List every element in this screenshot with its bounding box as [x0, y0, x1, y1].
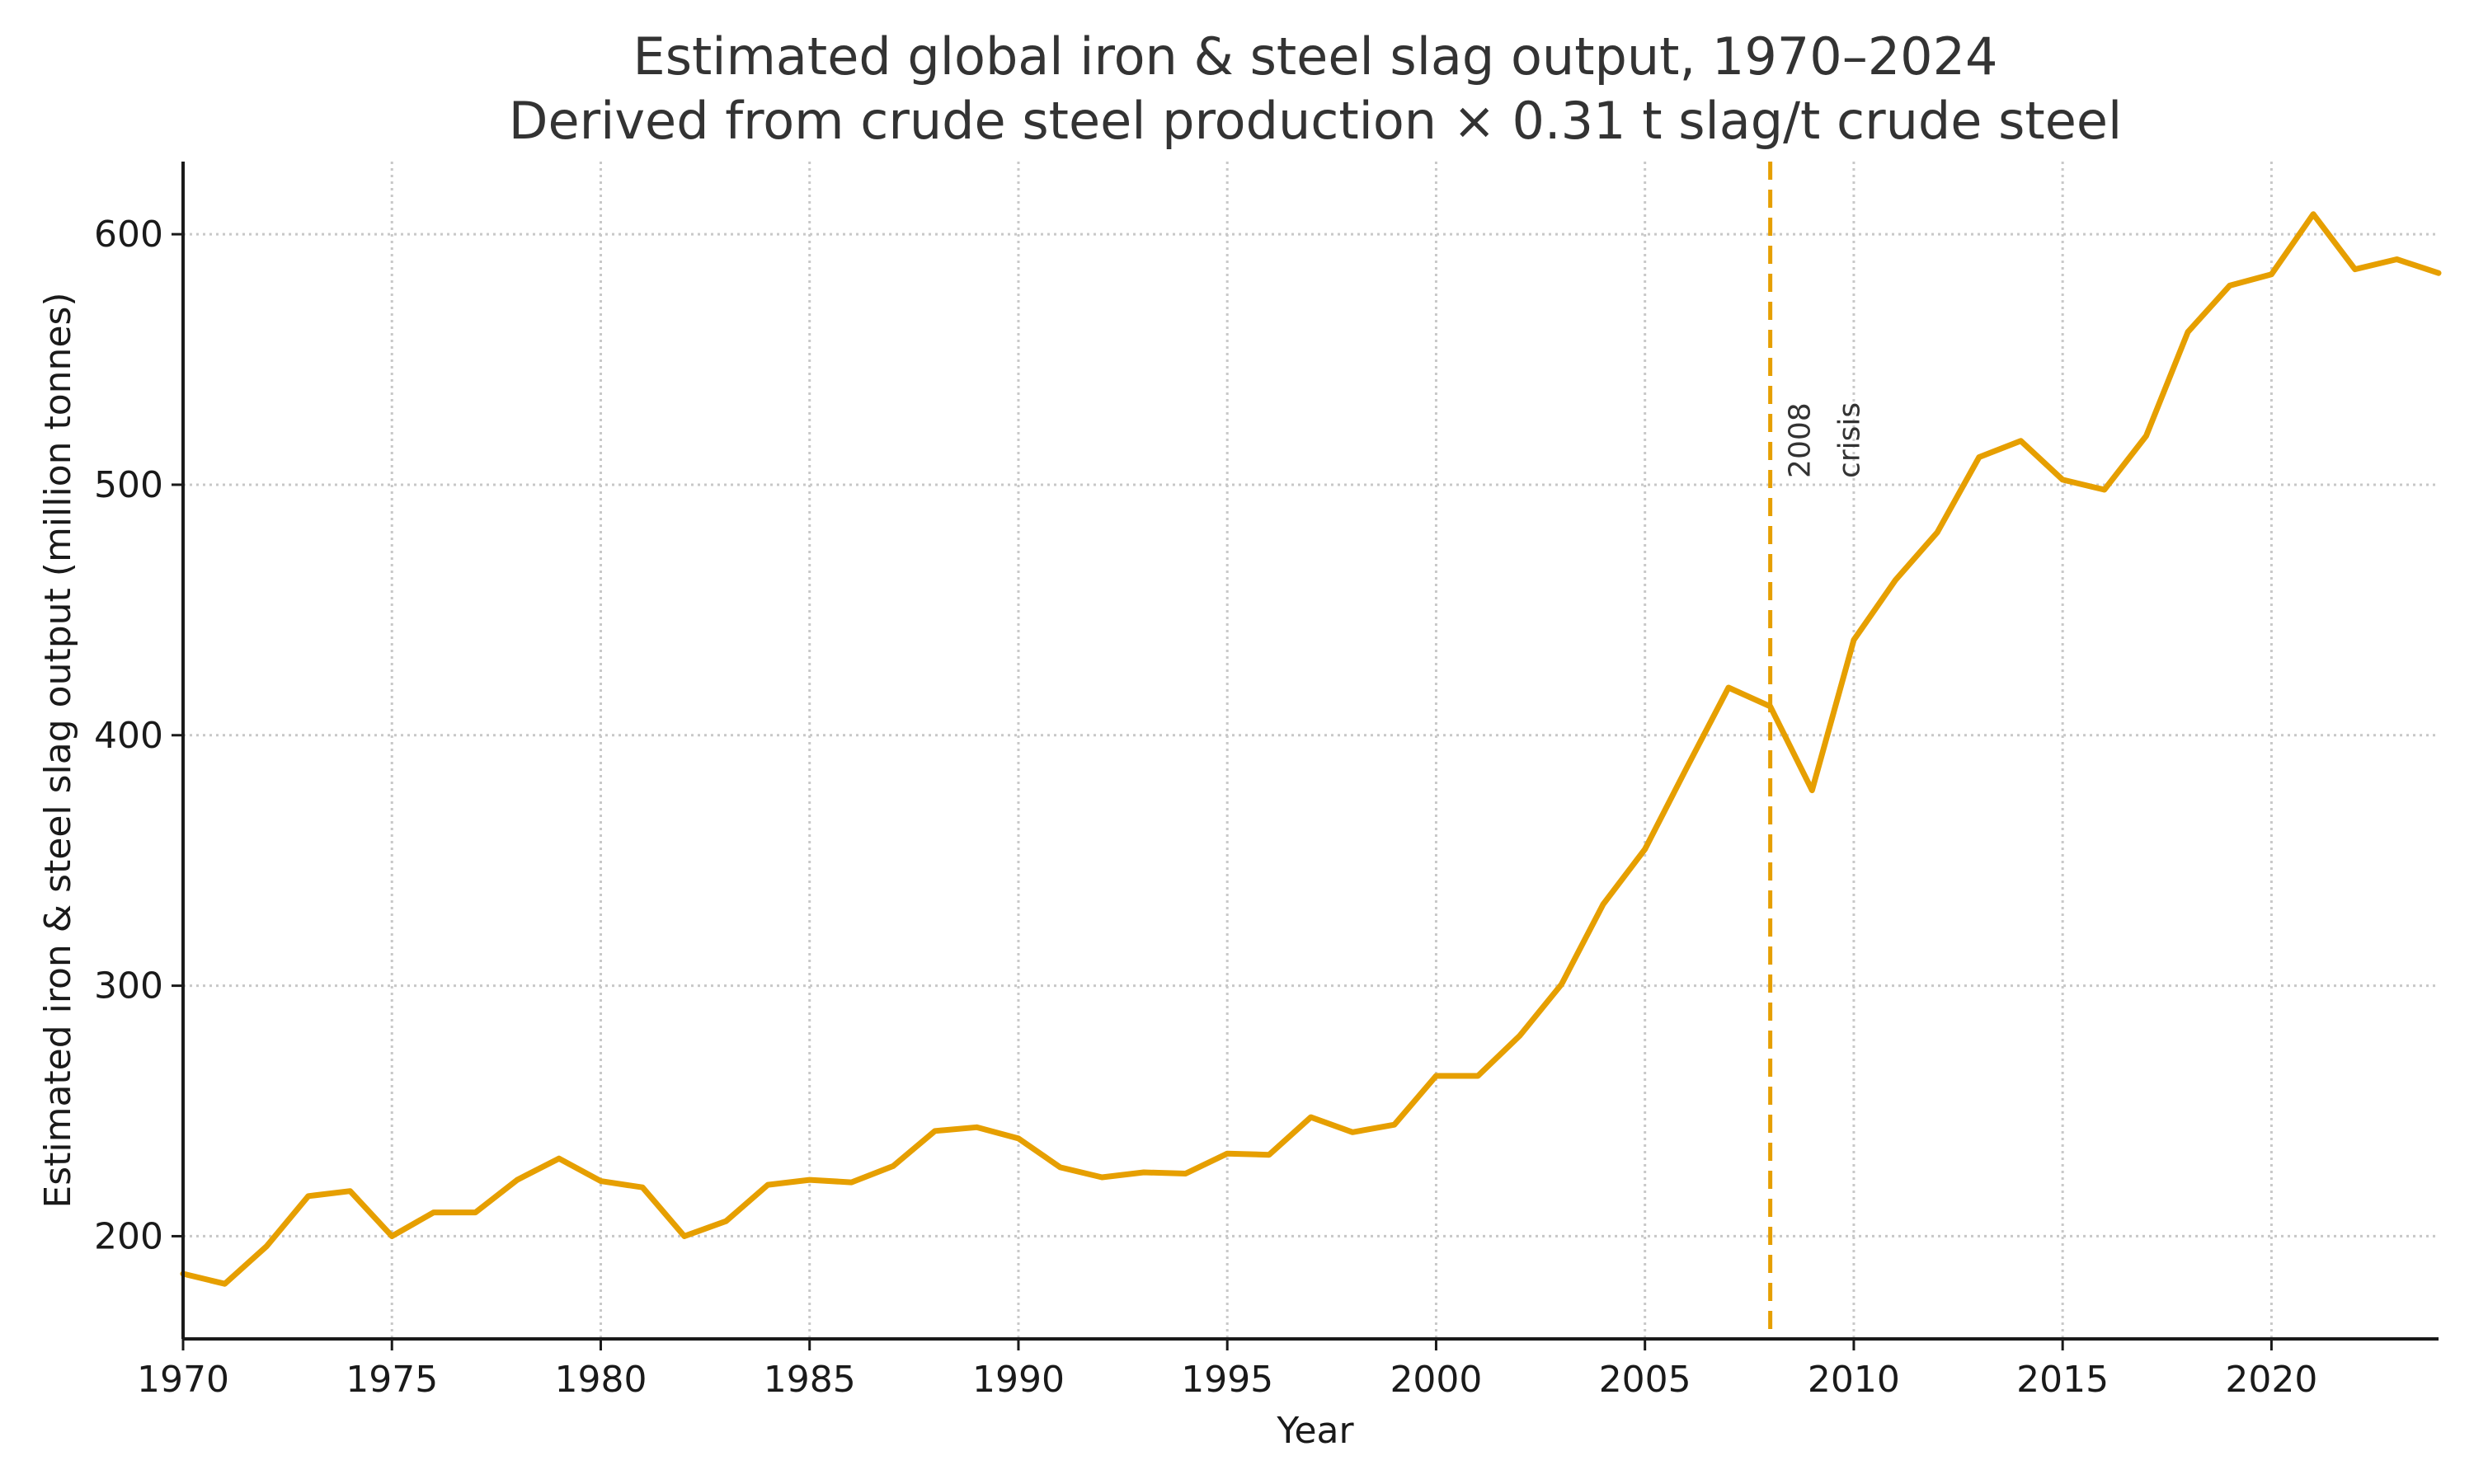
- y-tick-label: 300: [94, 965, 163, 1007]
- series-line: [180, 211, 2442, 1287]
- x-tick-label: 2020: [2225, 1359, 2317, 1401]
- series-layer: [180, 211, 2442, 1287]
- x-tick-label: 1990: [972, 1359, 1065, 1401]
- chart-subtitle: Derived from crude steel production × 0.…: [509, 91, 2122, 151]
- y-tick-label: 600: [94, 214, 163, 256]
- x-tick-label: 2000: [1390, 1359, 1482, 1401]
- x-tick-label: 1970: [137, 1359, 229, 1401]
- x-ticks: 1970 1975 1980 1985 1990 1995 2000 2005 2010 2015…: [137, 1339, 2317, 1401]
- x-axis-label: Year: [1276, 1410, 1354, 1452]
- grid-lines: [183, 162, 2439, 1339]
- x-tick-label: 2015: [2016, 1359, 2109, 1401]
- y-tick-label: 200: [94, 1215, 163, 1257]
- y-tick-label: 500: [94, 464, 163, 506]
- x-tick-label: 1995: [1181, 1359, 1273, 1401]
- annotation-layer: 2008 crisis: [1768, 162, 1867, 1339]
- y-tick-label: 400: [94, 715, 163, 757]
- crisis-annotation-label: 2008: [1784, 402, 1818, 478]
- y-axis-label: Estimated iron & steel slag output (mill…: [37, 292, 79, 1208]
- x-tick-label: 1985: [764, 1359, 856, 1401]
- axes: [181, 162, 2439, 1341]
- crisis-annotation-label: crisis: [1833, 402, 1867, 478]
- x-tick-label: 1975: [346, 1359, 438, 1401]
- x-tick-label: 1980: [554, 1359, 647, 1401]
- x-tick-label: 2005: [1599, 1359, 1691, 1401]
- chart-title: Estimated global iron & steel slag outpu…: [633, 26, 1998, 87]
- y-ticks: 200 300 400 500 600: [94, 214, 183, 1257]
- x-tick-label: 2010: [1808, 1359, 1900, 1401]
